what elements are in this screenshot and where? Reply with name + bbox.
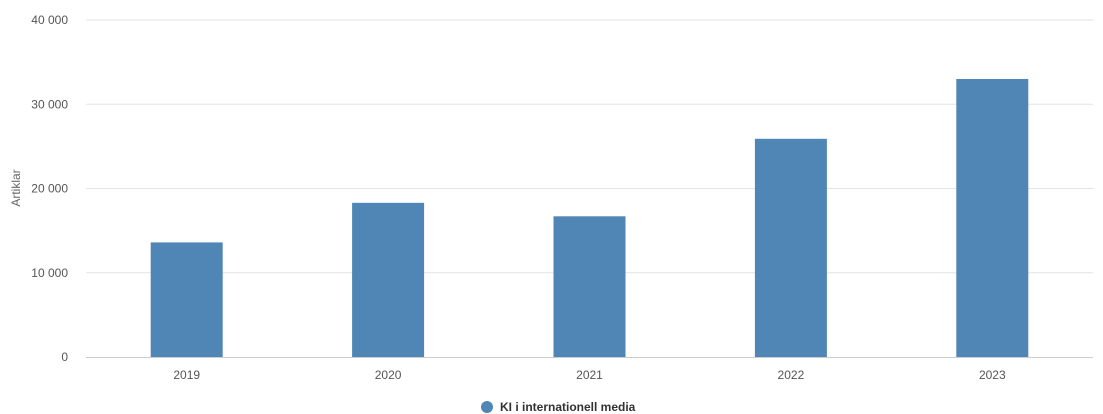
legend-marker[interactable] <box>481 401 493 413</box>
y-tick-label: 20 000 <box>31 182 68 196</box>
legend-label[interactable]: KI i internationell media <box>500 400 636 414</box>
y-tick-label: 30 000 <box>31 97 68 111</box>
bar-2023[interactable] <box>956 78 1029 357</box>
bar-2022[interactable] <box>754 138 827 357</box>
x-tick-label: 2020 <box>375 368 402 382</box>
x-axis-tick-labels: 2019 2020 2021 2022 2023 <box>173 368 1006 382</box>
y-axis-title: Artiklar <box>9 169 23 206</box>
bar-2020[interactable] <box>352 202 425 357</box>
y-tick-label: 10 000 <box>31 266 68 280</box>
bars <box>150 78 1029 357</box>
x-tick-label: 2019 <box>173 368 200 382</box>
y-tick-label: 40 000 <box>31 13 68 27</box>
y-axis-tick-labels: 0 10 000 20 000 30 000 40 000 <box>31 13 68 364</box>
legend[interactable]: KI i internationell media <box>481 400 636 414</box>
x-tick-label: 2022 <box>778 368 805 382</box>
x-tick-label: 2023 <box>979 368 1006 382</box>
bar-2021[interactable] <box>553 216 626 357</box>
x-tick-label: 2021 <box>576 368 603 382</box>
y-tick-label: 0 <box>61 350 68 364</box>
bar-2019[interactable] <box>150 242 223 357</box>
